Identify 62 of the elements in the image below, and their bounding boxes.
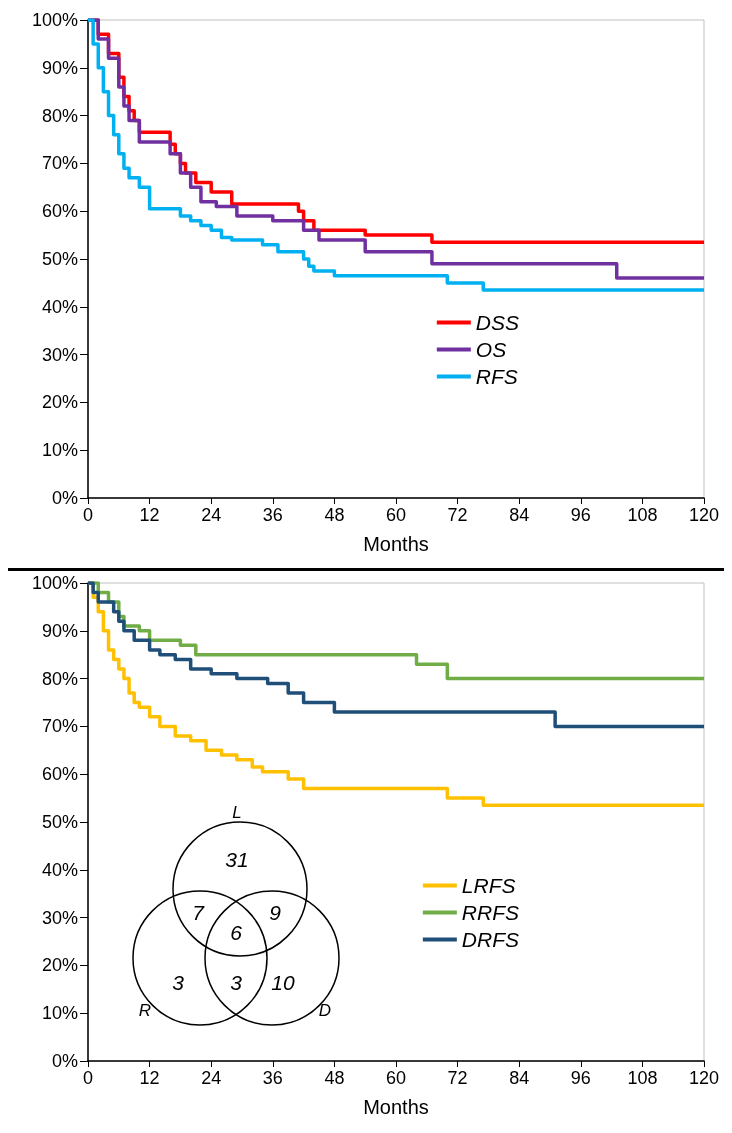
annotation: 6 [230, 920, 243, 944]
x-tick-label: 48 [324, 505, 345, 525]
x-axis-title: Months [363, 533, 429, 555]
y-tick-label: 40% [41, 296, 78, 317]
y-tick-label: 10% [41, 1003, 78, 1024]
legend-label: LRFS [461, 874, 516, 897]
x-tick-label: 120 [688, 505, 720, 525]
legend-label: DSS [475, 311, 520, 334]
legend-label: RRFS [461, 901, 520, 924]
annotation: 3 [172, 970, 185, 994]
y-tick-label: 90% [41, 57, 78, 78]
x-tick-label: 60 [385, 505, 407, 525]
x-tick-label: 24 [201, 505, 222, 525]
legend-label: OS [475, 338, 507, 361]
x-tick-label: 84 [509, 1068, 530, 1088]
y-tick-label: 80% [41, 105, 78, 126]
y-tick-label: 10% [41, 440, 78, 461]
y-tick-label: 30% [41, 907, 78, 928]
x-tick-label: 120 [688, 1068, 720, 1088]
annotation: 10 [271, 970, 295, 994]
y-tick-label: 100% [31, 10, 78, 30]
x-tick-label: 24 [201, 1068, 222, 1088]
legend-label: DRFS [461, 928, 520, 951]
x-axis-title: Months [363, 1096, 429, 1118]
x-tick-label: 0 [82, 505, 94, 525]
y-tick-label: 60% [41, 201, 78, 222]
x-tick-label: 72 [447, 1068, 468, 1088]
y-tick-label: 50% [41, 812, 78, 832]
x-tick-label: 108 [627, 505, 658, 525]
annotation: D [318, 1001, 332, 1021]
annotation: 7 [192, 900, 206, 924]
x-tick-label: 72 [447, 505, 468, 525]
y-tick-label: 80% [41, 668, 78, 689]
y-tick-label: 20% [41, 955, 78, 976]
annotation: 9 [269, 900, 282, 924]
y-tick-label: 20% [41, 392, 78, 413]
annotation: R [138, 1001, 152, 1021]
x-tick-label: 96 [570, 505, 591, 525]
y-tick-label: 60% [41, 764, 78, 785]
x-tick-label: 84 [509, 505, 530, 525]
x-tick-label: 96 [570, 1068, 591, 1088]
annotation: L [232, 803, 242, 823]
x-tick-label: 60 [385, 1068, 407, 1088]
x-tick-label: 12 [139, 1068, 160, 1088]
y-tick-label: 70% [41, 153, 78, 174]
y-tick-label: 0% [51, 1051, 78, 1071]
y-tick-label: 0% [51, 488, 78, 508]
annotation: 31 [225, 847, 249, 871]
y-tick-label: 100% [31, 573, 78, 593]
annotation: 3 [230, 970, 243, 994]
x-tick-label: 108 [627, 1068, 658, 1088]
y-tick-label: 30% [41, 344, 78, 365]
x-tick-label: 48 [324, 1068, 345, 1088]
x-tick-label: 36 [262, 505, 283, 525]
y-tick-label: 70% [41, 716, 78, 737]
x-tick-label: 12 [139, 505, 160, 525]
y-tick-label: 40% [41, 859, 78, 880]
x-tick-label: 0 [82, 1068, 94, 1088]
x-tick-label: 36 [262, 1068, 283, 1088]
y-tick-label: 50% [41, 249, 78, 269]
legend-label: RFS [475, 365, 518, 388]
y-tick-label: 90% [41, 620, 78, 641]
